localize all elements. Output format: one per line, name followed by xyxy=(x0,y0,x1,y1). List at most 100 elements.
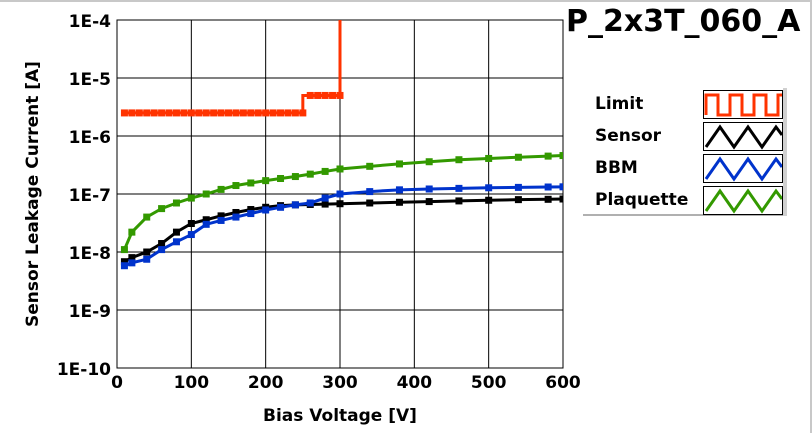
data-point xyxy=(269,109,277,117)
data-point xyxy=(366,188,374,196)
legend-item-plaquette[interactable]: Plaquette xyxy=(595,186,785,216)
legend-item-sensor[interactable]: Sensor xyxy=(595,122,785,152)
legend-swatch xyxy=(703,154,784,183)
series-plaquette xyxy=(120,152,563,254)
data-point xyxy=(135,109,143,117)
data-point xyxy=(247,109,255,117)
data-point xyxy=(336,200,344,208)
data-point xyxy=(202,216,210,224)
data-point xyxy=(165,109,173,117)
data-point xyxy=(187,220,195,228)
data-point xyxy=(514,153,522,161)
data-point xyxy=(217,212,225,220)
legend-swatch xyxy=(703,186,784,215)
x-axis-label: Bias Voltage [V] xyxy=(263,406,417,426)
data-point xyxy=(247,179,255,187)
data-point xyxy=(128,228,136,236)
y-tick-label: 1E-5 xyxy=(69,70,111,90)
triangle-wave-icon xyxy=(704,156,784,182)
data-point xyxy=(120,258,128,266)
data-point xyxy=(120,109,128,117)
data-point xyxy=(120,262,128,270)
x-tick-label: 0 xyxy=(111,373,123,393)
data-point xyxy=(172,109,180,117)
data-point xyxy=(291,201,299,209)
square-wave-icon xyxy=(704,93,782,117)
legend-label: BBM xyxy=(595,158,638,178)
data-point xyxy=(485,154,493,162)
data-point xyxy=(262,177,270,185)
data-point xyxy=(128,254,136,262)
data-point xyxy=(544,183,552,191)
data-point xyxy=(514,196,522,204)
y-tick-label: 1E-9 xyxy=(69,302,111,322)
data-point xyxy=(247,206,255,214)
data-point xyxy=(321,194,329,202)
data-point xyxy=(187,194,195,202)
data-point xyxy=(455,184,463,192)
data-point xyxy=(514,183,522,191)
data-point xyxy=(128,109,136,117)
series-bbm xyxy=(120,183,563,270)
data-point xyxy=(202,220,210,228)
x-tick-label: 600 xyxy=(545,373,581,393)
data-point xyxy=(559,195,563,203)
x-tick-label: 100 xyxy=(174,373,210,393)
legend-swatch xyxy=(703,90,783,119)
data-point xyxy=(559,152,563,160)
data-point xyxy=(321,91,329,99)
data-point xyxy=(277,175,285,183)
data-point xyxy=(395,186,403,194)
data-point xyxy=(202,109,210,117)
data-point xyxy=(158,109,166,117)
data-point xyxy=(172,238,180,246)
data-point xyxy=(291,109,299,117)
data-point xyxy=(455,197,463,205)
data-point xyxy=(329,91,337,99)
data-point xyxy=(158,240,166,248)
data-point xyxy=(217,216,225,224)
data-point xyxy=(277,109,285,117)
data-point xyxy=(158,205,166,213)
x-tick-label: 500 xyxy=(471,373,507,393)
data-point xyxy=(262,206,270,214)
legend-label: Limit xyxy=(595,94,644,114)
data-point xyxy=(202,190,210,198)
data-point xyxy=(225,109,232,117)
data-point xyxy=(187,109,195,117)
data-point xyxy=(217,109,225,117)
data-point xyxy=(120,246,128,254)
data-point xyxy=(425,185,433,193)
data-point xyxy=(128,259,136,267)
data-point xyxy=(321,167,329,175)
y-tick-label: 1E-7 xyxy=(69,186,111,206)
x-tick-label: 300 xyxy=(322,373,358,393)
triangle-wave-icon xyxy=(704,188,784,214)
data-point xyxy=(395,160,403,168)
data-point xyxy=(277,203,285,211)
x-tick-label: 200 xyxy=(248,373,284,393)
data-point xyxy=(306,170,314,178)
data-point xyxy=(291,173,299,181)
y-tick-label: 1E-8 xyxy=(69,244,111,264)
x-tick-label: 400 xyxy=(397,373,433,393)
data-point xyxy=(172,199,180,207)
y-tick-label: 1E-10 xyxy=(57,360,111,380)
data-point xyxy=(232,208,240,216)
series-limit xyxy=(120,20,344,117)
data-point xyxy=(217,185,225,193)
data-point xyxy=(306,199,314,207)
data-point xyxy=(232,213,240,221)
data-point xyxy=(336,190,344,198)
data-point xyxy=(187,231,195,239)
legend-item-limit[interactable]: Limit xyxy=(595,90,785,120)
chart-title: P_2x3T_060_A xyxy=(566,4,801,39)
legend-item-bbm[interactable]: BBM xyxy=(595,154,785,184)
data-point xyxy=(284,109,292,117)
data-point xyxy=(314,91,322,99)
data-point xyxy=(306,91,314,99)
data-point xyxy=(336,165,344,173)
y-axis-label: Sensor Leakage Current [A] xyxy=(23,61,43,327)
